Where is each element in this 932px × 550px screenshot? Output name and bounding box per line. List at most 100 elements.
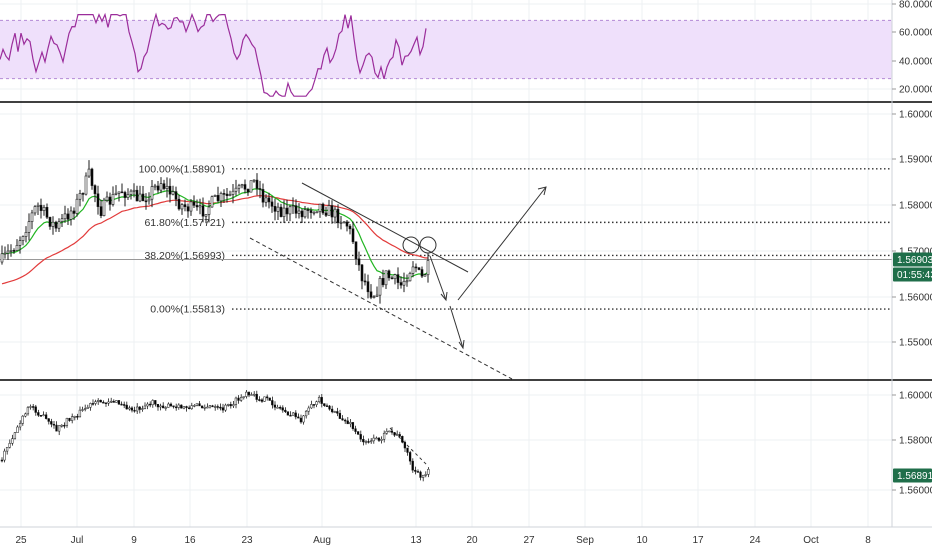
lower-candle-body — [146, 403, 149, 407]
main-candles — [0, 160, 430, 304]
candle-body — [45, 206, 49, 218]
time-axis-label: 13 — [410, 535, 422, 546]
candle-body — [90, 168, 94, 186]
candle-body — [402, 280, 406, 286]
lower-candle-body — [398, 434, 401, 437]
candle-body — [30, 212, 34, 222]
lower-candle-body — [154, 400, 157, 405]
candle-body — [42, 206, 46, 211]
lower-candle-body — [94, 401, 97, 404]
candle-body — [189, 201, 193, 212]
lower-candle-body — [382, 432, 386, 440]
candle-body — [423, 274, 427, 277]
lower-candle-body — [286, 411, 290, 416]
main-tick-label: 1.58000 — [899, 201, 932, 212]
lower-candle-body — [416, 471, 420, 473]
candle-body — [327, 205, 331, 216]
lower-candle-body — [221, 407, 225, 411]
price-tag — [893, 252, 932, 267]
lower-candle-body — [169, 403, 173, 407]
candle-body — [255, 179, 259, 189]
arrow-down-1[interactable] — [429, 255, 447, 301]
lower-candle-body — [354, 428, 357, 432]
trendline-support-dashed[interactable] — [249, 237, 513, 380]
lower-candle-body — [284, 409, 287, 412]
lower-candle-body — [68, 418, 71, 421]
arrow-up[interactable] — [457, 186, 547, 301]
candle-body — [201, 205, 205, 217]
lower-candle-body — [276, 407, 279, 409]
candle-body — [162, 183, 166, 189]
lower-candle-body — [11, 438, 14, 444]
candle-body — [144, 200, 148, 203]
lower-candle-body — [182, 406, 186, 409]
time-axis-label: 20 — [466, 535, 478, 546]
annotations[interactable] — [249, 182, 547, 380]
lower-candle-body — [29, 406, 32, 408]
candle-body — [147, 198, 151, 202]
candle-body — [285, 207, 289, 215]
time-axis-labels[interactable]: 25 Jul 9 16 23 Aug 13 20 27 Sep 10 17 24 Oct 8 — [15, 535, 871, 546]
lower-candle-body — [109, 400, 113, 403]
candle-body — [279, 206, 283, 217]
candle-body — [48, 216, 52, 227]
candle-body — [318, 203, 322, 212]
lower-candle-body — [328, 405, 331, 410]
lower-candle-body — [307, 407, 310, 412]
candle-body — [420, 269, 424, 277]
lower-candle-body — [247, 391, 251, 396]
candle-body — [315, 211, 319, 213]
lower-axis-ticks[interactable]: 1.60000 1.58000 1.56000 — [892, 391, 932, 497]
candle-body — [93, 185, 97, 195]
lower-candle-body — [96, 400, 100, 402]
rsi-axis-ticks[interactable]: 80.0000 60.0000 40.0000 20.0000 — [892, 0, 932, 96]
candle-body — [303, 209, 307, 218]
lower-tick-label: 1.60000 — [899, 391, 932, 402]
lower-candle-body — [89, 403, 92, 408]
lower-candle-body — [133, 409, 136, 412]
lower-candle-body — [265, 396, 269, 399]
lower-candle-body — [255, 393, 258, 400]
main-axis-ticks[interactable]: 1.60000 1.59000 1.58000 1.57000 1.56000 1.550… — [892, 110, 932, 349]
candle-body — [132, 189, 136, 192]
arrow-down-1-head — [440, 291, 448, 302]
candle-body — [243, 184, 247, 190]
lower-candle-body — [112, 400, 115, 403]
lower-candle-body — [427, 469, 430, 475]
candle-body — [75, 198, 79, 214]
candle-body — [117, 191, 121, 194]
lower-candle-body — [5, 446, 9, 452]
candle-body — [381, 278, 385, 286]
lower-candle-body — [177, 404, 180, 408]
trendline-resistance[interactable] — [301, 182, 469, 273]
lower-candle-body — [203, 407, 206, 409]
lower-candle-body — [380, 438, 383, 441]
candle-body — [60, 218, 64, 222]
lower-candle-body — [99, 400, 102, 403]
candle-body — [342, 221, 346, 224]
lower-candle-body — [55, 424, 58, 432]
lower-candle-body — [364, 441, 368, 443]
lower-tick-label: 1.56000 — [899, 486, 932, 497]
lower-candle-body — [367, 441, 370, 443]
lower-candle-body — [351, 422, 355, 429]
candle-body — [168, 185, 172, 195]
circle-marker-1[interactable] — [402, 236, 420, 254]
candle-body — [231, 190, 235, 195]
candle-body — [411, 266, 415, 274]
fibonacci-levels[interactable]: 100.00%(1.58901) 61.80%(1.57721) 38.20%(1.… — [139, 163, 892, 316]
lower-candle-body — [130, 407, 134, 411]
lower-candle-body — [401, 436, 404, 443]
candle-body — [36, 204, 40, 207]
lower-candle-body — [83, 408, 87, 410]
arrow-down-2-head — [458, 339, 465, 350]
candle-body — [102, 199, 106, 217]
candle-body — [39, 204, 43, 211]
candle-body — [426, 260, 430, 276]
candle-body — [267, 197, 271, 203]
circle-marker-2[interactable] — [419, 236, 437, 254]
candle-body — [159, 183, 163, 191]
arrow-down-2[interactable] — [449, 305, 464, 349]
